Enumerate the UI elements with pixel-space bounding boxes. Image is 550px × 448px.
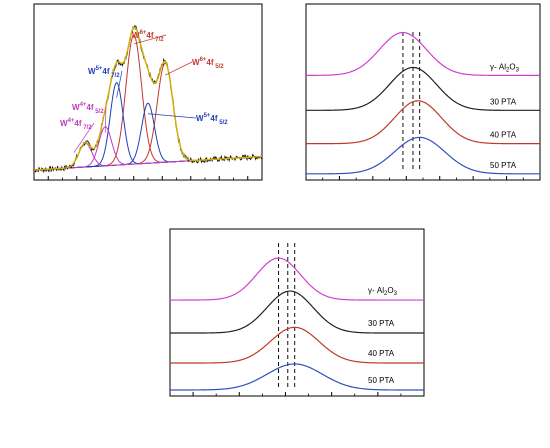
series-line: [170, 363, 424, 391]
series-label: 30 PTA: [490, 97, 517, 106]
peak-annotation: W4+4f 5/2: [72, 102, 104, 115]
peak-annotation: W4+4f 7/2: [60, 118, 92, 131]
annotation-arrow: [104, 106, 107, 133]
annotation-arrow: [133, 34, 167, 45]
series-line: [306, 136, 540, 175]
plot-frame: [305, 3, 541, 181]
peak-annotation: W5+4f 7/2: [88, 66, 120, 79]
series-line: [170, 290, 424, 334]
series-line: [306, 66, 540, 111]
series-label: 30 PTA: [368, 319, 395, 328]
series-line: [305, 31, 540, 76]
component-peak: [33, 126, 263, 171]
series-label: 40 PTA: [368, 349, 395, 358]
series-label: 50 PTA: [490, 161, 517, 170]
panel-c: γ- Al2O3 30 PTA 40 PTA 50 PTA: [169, 228, 425, 397]
peak-annotation: W6+4f 7/2: [132, 30, 164, 43]
plot-frame: [169, 228, 425, 397]
component-peak: [33, 62, 263, 171]
series-label: γ- Al2O3: [490, 62, 520, 73]
series-line: [170, 326, 424, 364]
peak-annotation: W6+4f 5/2: [192, 57, 224, 70]
fit-envelope-line: [33, 26, 263, 171]
series-label: 50 PTA: [368, 376, 395, 385]
raw-data-line: [33, 24, 263, 174]
series-line: [306, 100, 540, 145]
series-label: 40 PTA: [490, 131, 517, 140]
peak-annotation: W5+4f 5/2: [196, 113, 228, 126]
annotation-arrow: [73, 122, 95, 153]
annotation-arrow: [116, 70, 123, 98]
component-peak: [33, 34, 263, 171]
series-label: γ- Al2O3: [368, 286, 398, 297]
annotation-arrow: [164, 61, 193, 76]
annotation-arrow: [147, 113, 197, 119]
component-peak: [33, 142, 263, 171]
panel-a: W6+4f 7/2 W6+4f 5/2 W5+4f 7/2 W5+4f 5/2 W4+4…: [33, 3, 263, 181]
panel-b: γ- Al2O3 30 PTA 40 PTA 50 PTA: [305, 3, 541, 181]
series-line: [170, 257, 424, 301]
component-peak: [33, 81, 263, 171]
